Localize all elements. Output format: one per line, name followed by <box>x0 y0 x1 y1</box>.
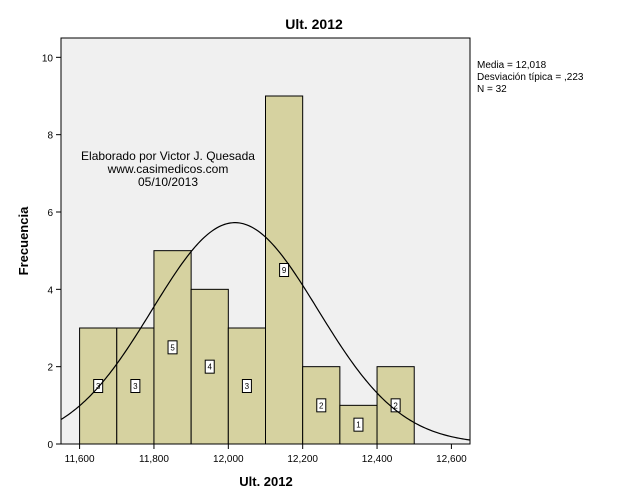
y-tick-label: 0 <box>47 440 53 451</box>
bar-count-label: 5 <box>170 343 175 352</box>
x-axis-label: Ult. 2012 <box>239 474 292 489</box>
annotation-line-1: Elaborado por Victor J. Quesada <box>81 149 255 163</box>
y-tick-label: 8 <box>47 131 53 142</box>
y-axis-ticks: 0 2 4 6 8 10 <box>42 53 61 451</box>
x-tick-label: 12,400 <box>362 454 393 465</box>
x-tick-label: 12,200 <box>287 454 318 465</box>
y-tick-label: 2 <box>47 363 53 374</box>
bar-count-label: 3 <box>133 382 138 391</box>
y-tick-label: 4 <box>47 285 53 296</box>
x-tick-label: 12,600 <box>436 454 467 465</box>
x-tick-label: 12,000 <box>213 454 244 465</box>
y-tick-label: 6 <box>47 208 53 219</box>
x-tick-label: 11,600 <box>65 454 95 465</box>
bar-count-label: 4 <box>208 363 213 372</box>
x-axis-ticks: 11,600 11,800 12,000 12,200 12,400 12,600 <box>65 444 467 465</box>
stats-sd: Desviación típica = ,223 <box>477 72 583 84</box>
stats-mean: Media = 12,018 <box>477 60 583 72</box>
y-axis-label: Frecuencia <box>16 206 31 275</box>
y-tick-label: 10 <box>42 53 54 64</box>
bar-count-label: 2 <box>319 401 324 410</box>
stats-n: N = 32 <box>477 84 583 96</box>
bar-count-label: 9 <box>282 266 287 275</box>
chart-title: Ult. 2012 <box>285 16 343 32</box>
x-tick-label: 11,800 <box>139 454 169 465</box>
stats-box: Media = 12,018 Desviación típica = ,223 … <box>477 60 583 96</box>
annotation-line-3: 05/10/2013 <box>138 175 198 189</box>
annotation-line-2: www.casimedicos.com <box>107 162 229 176</box>
bar-count-label: 1 <box>356 421 361 430</box>
bar-count-label: 3 <box>245 382 250 391</box>
